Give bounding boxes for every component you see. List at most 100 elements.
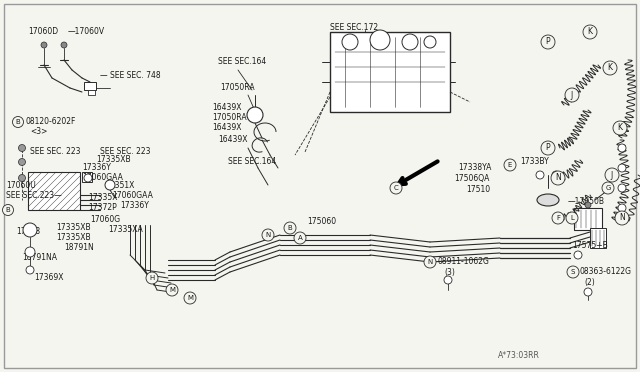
Text: A: A	[298, 235, 302, 241]
Text: C: C	[394, 185, 398, 191]
Text: 17510: 17510	[466, 186, 490, 195]
Ellipse shape	[537, 194, 559, 206]
Text: B: B	[287, 225, 292, 231]
Circle shape	[84, 174, 92, 182]
Text: 17372P: 17372P	[88, 203, 116, 212]
Circle shape	[390, 182, 402, 194]
Circle shape	[541, 35, 555, 49]
Text: SEE SEC.164: SEE SEC.164	[218, 58, 266, 67]
Text: 17060GAA: 17060GAA	[82, 173, 123, 183]
Text: — SEE SEC. 748: — SEE SEC. 748	[100, 71, 161, 80]
Text: 17336Y: 17336Y	[82, 164, 111, 173]
Text: K: K	[607, 64, 612, 73]
Text: 1733BY: 1733BY	[520, 157, 548, 167]
Circle shape	[166, 284, 178, 296]
Bar	[330, 32, 450, 112]
Bar	[82, 172, 92, 182]
Circle shape	[402, 34, 418, 50]
Circle shape	[294, 232, 306, 244]
Text: N: N	[555, 173, 561, 183]
Text: M: M	[169, 287, 175, 293]
Text: 17368: 17368	[16, 228, 40, 237]
Text: —17060V: —17060V	[68, 28, 105, 36]
Text: SEE SEC. 223: SEE SEC. 223	[100, 148, 150, 157]
Text: 17369X: 17369X	[34, 273, 63, 282]
Text: 17060G: 17060G	[90, 215, 120, 224]
Text: (2): (2)	[584, 279, 595, 288]
Circle shape	[618, 184, 626, 192]
Text: N: N	[428, 259, 433, 265]
Circle shape	[618, 204, 626, 212]
Text: A*73:03RR: A*73:03RR	[498, 350, 540, 359]
Text: 18791NA: 18791NA	[22, 253, 57, 263]
Text: 17335XB: 17335XB	[96, 155, 131, 164]
Text: 175060: 175060	[307, 218, 336, 227]
Text: P: P	[546, 144, 550, 153]
Circle shape	[184, 292, 196, 304]
Text: G: G	[605, 185, 611, 191]
Text: F: F	[556, 215, 560, 221]
Text: L: L	[570, 215, 574, 221]
Text: 17336Y: 17336Y	[120, 201, 149, 209]
Bar	[590, 228, 606, 248]
Text: 17351X: 17351X	[105, 180, 134, 189]
Text: 17060D: 17060D	[28, 28, 58, 36]
Circle shape	[618, 144, 626, 152]
Text: 17335XB: 17335XB	[56, 224, 91, 232]
Text: K: K	[588, 28, 593, 36]
Circle shape	[424, 256, 436, 268]
Circle shape	[613, 121, 627, 135]
Text: N: N	[619, 214, 625, 222]
Circle shape	[552, 212, 564, 224]
Text: J: J	[611, 170, 613, 180]
Circle shape	[567, 266, 579, 278]
Text: 18791N: 18791N	[64, 244, 93, 253]
Text: 16439X: 16439X	[212, 103, 241, 112]
Circle shape	[504, 159, 516, 171]
Circle shape	[585, 202, 591, 208]
Text: 16439X: 16439X	[212, 124, 241, 132]
Circle shape	[19, 144, 26, 151]
Text: 17575+B: 17575+B	[572, 241, 608, 250]
Text: B: B	[6, 207, 10, 213]
Bar	[28, 172, 80, 210]
Text: 17050RA: 17050RA	[220, 83, 255, 93]
Circle shape	[565, 88, 579, 102]
Circle shape	[584, 288, 592, 296]
Text: 17050RA: 17050RA	[212, 113, 246, 122]
Text: P: P	[546, 38, 550, 46]
Circle shape	[262, 229, 274, 241]
Text: B: B	[15, 119, 20, 125]
Bar	[574, 208, 602, 230]
Circle shape	[566, 212, 578, 224]
Circle shape	[26, 266, 34, 274]
Circle shape	[618, 164, 626, 172]
Text: 17060GAA: 17060GAA	[112, 190, 153, 199]
Circle shape	[541, 141, 555, 155]
Text: 17506QA: 17506QA	[454, 173, 490, 183]
Circle shape	[41, 42, 47, 48]
Text: 16439X: 16439X	[218, 135, 248, 144]
Text: H: H	[149, 275, 155, 281]
Text: —17050B: —17050B	[568, 198, 605, 206]
Text: (3): (3)	[444, 269, 455, 278]
Circle shape	[105, 180, 115, 190]
Text: J: J	[571, 90, 573, 99]
Text: 08120-6202F: 08120-6202F	[25, 118, 76, 126]
Text: 17338YA: 17338YA	[458, 164, 492, 173]
Circle shape	[146, 272, 158, 284]
Circle shape	[284, 222, 296, 234]
Circle shape	[23, 223, 37, 237]
Text: 17335XB: 17335XB	[56, 234, 91, 243]
Circle shape	[342, 34, 358, 50]
Circle shape	[370, 30, 390, 50]
Text: K: K	[618, 124, 623, 132]
Text: N: N	[266, 232, 271, 238]
Text: M: M	[187, 295, 193, 301]
Text: 17335XA: 17335XA	[108, 225, 143, 234]
Circle shape	[247, 107, 263, 123]
Bar	[88, 90, 95, 95]
Circle shape	[25, 247, 35, 257]
Text: SEE SEC. 223: SEE SEC. 223	[30, 148, 81, 157]
Circle shape	[424, 36, 436, 48]
